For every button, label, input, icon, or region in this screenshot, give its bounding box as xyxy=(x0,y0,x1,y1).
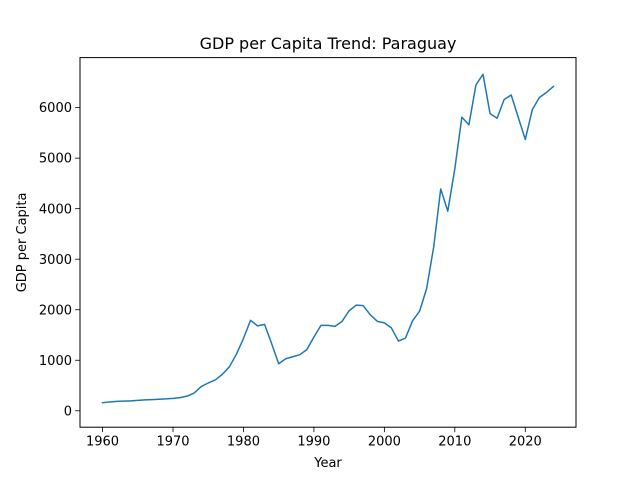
x-axis-ticks: 1960 1970 1980 1990 2000 2010 2020 xyxy=(86,427,542,450)
y-tick-label: 0 xyxy=(64,404,72,419)
x-tick-label: 1970 xyxy=(156,435,189,450)
plot-area-frame xyxy=(79,57,577,428)
y-tick-label: 3000 xyxy=(39,253,72,268)
y-axis-label: GDP per Capita xyxy=(15,193,30,293)
series-line-1 xyxy=(101,73,555,404)
y-tick-label: 4000 xyxy=(39,202,72,217)
x-tick-label: 1980 xyxy=(227,435,260,450)
x-axis-label: Year xyxy=(313,456,342,471)
y-tick-label: 1000 xyxy=(39,354,72,369)
x-tick-label: 1960 xyxy=(86,435,119,450)
y-tick-label: 6000 xyxy=(39,101,72,116)
y-axis-ticks: 0 1000 2000 3000 4000 5000 6000 xyxy=(39,101,80,419)
y-tick-label: 2000 xyxy=(39,303,72,318)
plot-data xyxy=(101,73,555,404)
x-tick-label: 2020 xyxy=(509,435,542,450)
x-tick-label: 2010 xyxy=(438,435,471,450)
x-tick-label: 1990 xyxy=(297,435,330,450)
chart-title: GDP per Capita Trend: Paraguay xyxy=(200,34,457,53)
y-tick-label: 5000 xyxy=(39,152,72,167)
x-tick-label: 2000 xyxy=(368,435,401,450)
